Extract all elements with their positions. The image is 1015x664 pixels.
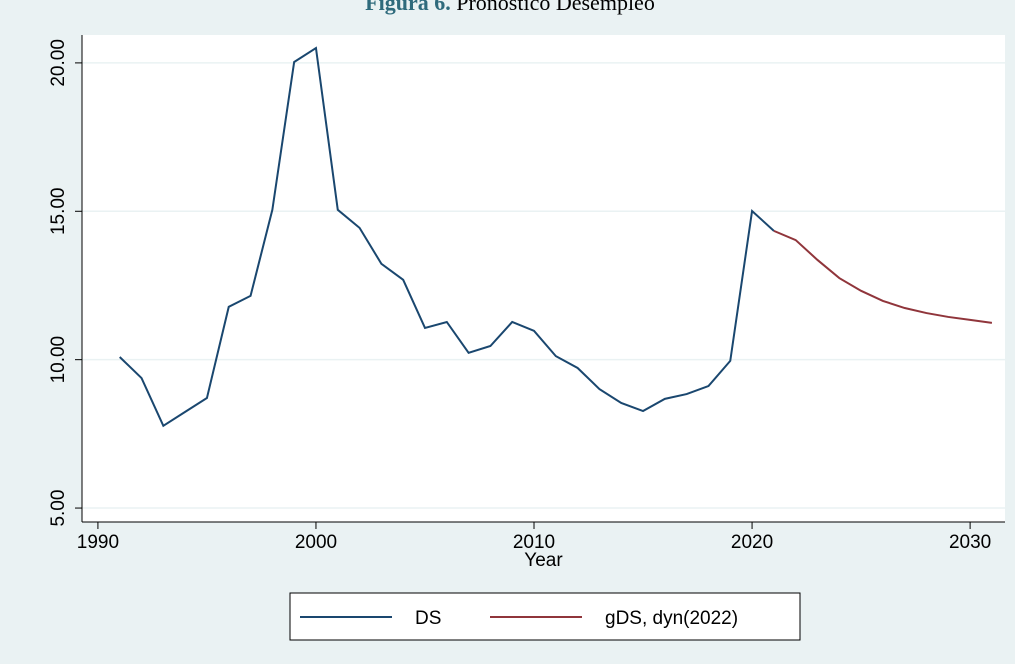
line-series <box>119 46 775 428</box>
y-tick-label: 20.00 <box>48 39 69 87</box>
x-axis-label: Year <box>524 550 563 571</box>
y-tick-label: 10.00 <box>48 336 69 384</box>
plot-area <box>82 35 1005 522</box>
y-tick-label: 15.00 <box>48 188 69 236</box>
x-tick-label: 2010 <box>513 532 555 553</box>
title-label: Figura 6. <box>365 0 451 15</box>
line-series <box>773 229 993 324</box>
x-tick-label: 2020 <box>731 532 773 553</box>
legend-label: gDS, dyn(2022) <box>605 608 738 629</box>
x-tick-label: 2030 <box>949 532 991 553</box>
x-tick-label: 2000 <box>295 532 337 553</box>
legend-label: DS <box>415 608 441 629</box>
y-tick-label: 5.00 <box>48 490 69 527</box>
chart-title-group: Figura 6. Pronóstico Desempleo <box>365 0 655 15</box>
chart-title: Pronóstico Desempleo <box>456 0 655 15</box>
x-tick-label: 1990 <box>77 532 119 553</box>
